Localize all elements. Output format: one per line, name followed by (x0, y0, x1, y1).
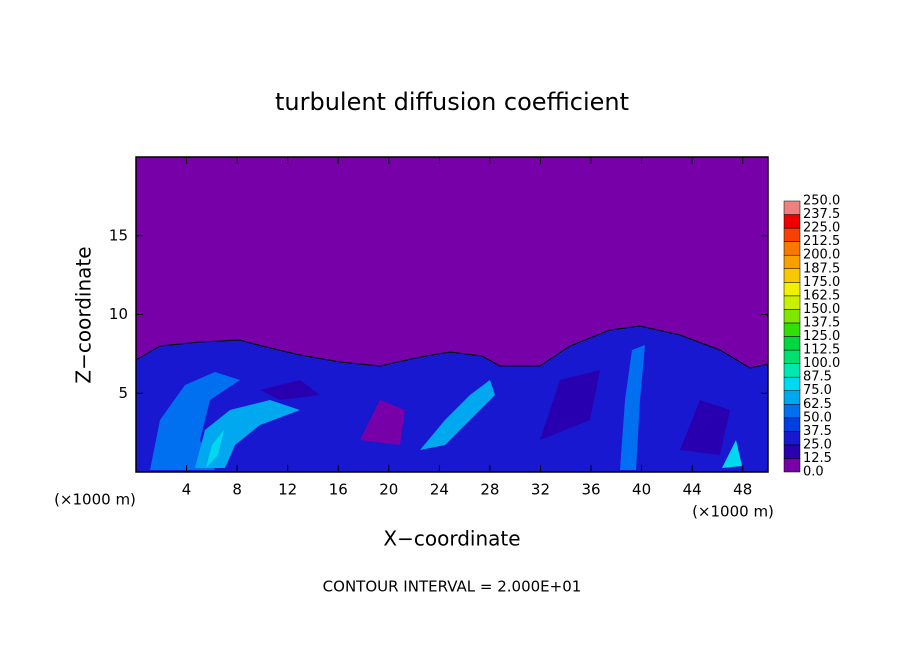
field-region (195, 400, 300, 468)
y-axis-label: Z−coordinate (72, 246, 96, 383)
colorbar-label: 175.0 (803, 275, 840, 290)
colorbar-label: 62.5 (803, 397, 832, 412)
chart-title: turbulent diffusion coefficient (275, 88, 629, 116)
colorbar-bin (783, 322, 801, 337)
x-tick-label: 16 (329, 481, 348, 499)
colorbar-label: 200.0 (803, 248, 840, 263)
x-tick-label: 28 (480, 481, 499, 499)
colorbar-bin (783, 241, 801, 256)
colorbar-bin (783, 363, 801, 378)
x-tick-label: 12 (278, 481, 297, 499)
y-tick-label: 15 (109, 226, 128, 244)
colorbar-label: 50.0 (803, 410, 832, 425)
y-unit: (×1000 m) (54, 491, 136, 509)
field-region (620, 345, 645, 470)
x-unit: (×1000 m) (692, 503, 774, 521)
x-tick-label: 40 (632, 481, 651, 499)
colorbar-label: 162.5 (803, 288, 840, 303)
field-region (420, 380, 495, 450)
colorbar-bin (783, 268, 801, 283)
colorbar-bin (783, 417, 801, 432)
colorbar-label: 137.5 (803, 315, 840, 330)
contour-field (135, 157, 769, 473)
x-axis-label: X−coordinate (383, 527, 520, 551)
x-tick-label: 44 (683, 481, 702, 499)
colorbar-label: 100.0 (803, 356, 840, 371)
field-region (135, 325, 769, 473)
colorbar-bin (783, 200, 801, 215)
x-tick-label: 8 (232, 481, 242, 499)
colorbar-label: 12.5 (803, 451, 832, 466)
colorbar-label: 225.0 (803, 221, 840, 236)
colorbar-label: 0.0 (803, 465, 824, 480)
colorbar-label: 112.5 (803, 343, 840, 358)
y-tick-label: 5 (118, 384, 128, 402)
colorbar-bin (783, 254, 801, 269)
colorbar-bin (783, 431, 801, 446)
field-region (260, 370, 730, 455)
colorbar-label: 150.0 (803, 302, 840, 317)
colorbar-bin (783, 295, 801, 310)
footnote: CONTOUR INTERVAL = 2.000E+01 (323, 578, 582, 596)
x-tick-label: 32 (531, 481, 550, 499)
colorbar-label: 25.0 (803, 437, 832, 452)
colorbar-label: 87.5 (803, 370, 832, 385)
colorbar-bin (783, 349, 801, 364)
y-tick-label: 10 (109, 305, 128, 323)
x-tick-label: 36 (581, 481, 600, 499)
field-region (360, 400, 405, 445)
colorbar-bin (783, 390, 801, 405)
colorbar-bin (783, 309, 801, 324)
colorbar-bin (783, 336, 801, 351)
colorbar-label: 237.5 (803, 207, 840, 222)
colorbar-label: 37.5 (803, 424, 832, 439)
colorbar-bin (783, 214, 801, 229)
field-region (150, 372, 240, 470)
colorbar-bin (783, 376, 801, 391)
colorbar-bin (783, 404, 801, 419)
colorbar-label: 187.5 (803, 261, 840, 276)
x-tick-label: 24 (430, 481, 449, 499)
colorbar-bin (783, 458, 801, 473)
colorbar-bin (783, 227, 801, 242)
x-tick-label: 48 (733, 481, 752, 499)
colorbar-bin (783, 444, 801, 459)
x-tick-label: 20 (379, 481, 398, 499)
colorbar-label: 250.0 (803, 194, 840, 209)
colorbar-bin (783, 282, 801, 297)
x-tick-label: 4 (182, 481, 192, 499)
colorbar-label: 125.0 (803, 329, 840, 344)
colorbar-label: 212.5 (803, 234, 840, 249)
colorbar-label: 75.0 (803, 383, 832, 398)
